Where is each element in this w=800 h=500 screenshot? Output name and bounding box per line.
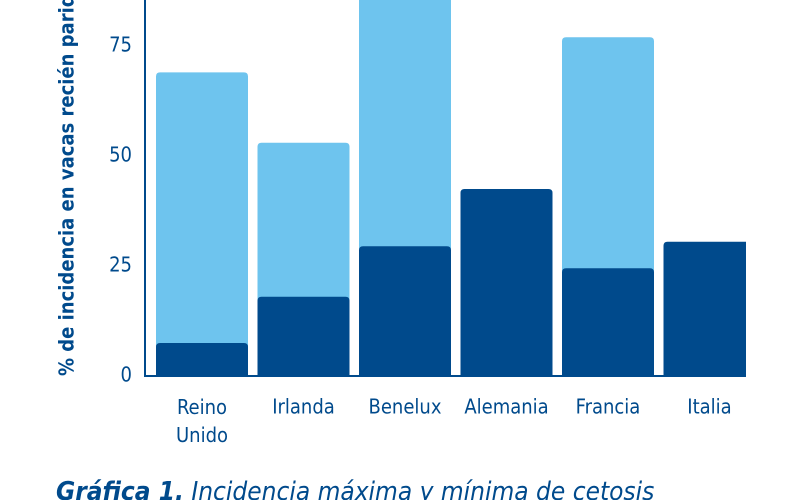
bar [663,241,746,376]
bar [156,72,248,377]
y-tick-label: 0 [121,363,132,387]
x-tick-label: Benelux [369,395,442,419]
y-tick-label: 50 [109,143,132,167]
caption-label: Gráfica 1. [56,477,184,500]
bar [359,246,451,376]
bar [562,268,654,376]
y-tick-label: 75 [109,33,132,57]
x-tick-label: Italia [687,395,731,419]
x-tick-label: Francia [576,395,641,419]
bar [257,296,350,376]
caption: Gráfica 1. Incidencia máxima y mínima de… [56,477,654,500]
bars [156,0,746,377]
x-tick-label: Alemania [464,395,548,419]
bar [460,189,553,376]
caption-text: Incidencia máxima y mínima de cetosis [191,477,654,500]
x-tick-label: Reino Unido [176,395,228,447]
x-tick-label: Irlanda [272,395,335,419]
y-tick-label: 25 [109,253,132,277]
y-axis-label: % de incidencia en vacas recién paridas [55,0,79,376]
bar [156,343,248,376]
